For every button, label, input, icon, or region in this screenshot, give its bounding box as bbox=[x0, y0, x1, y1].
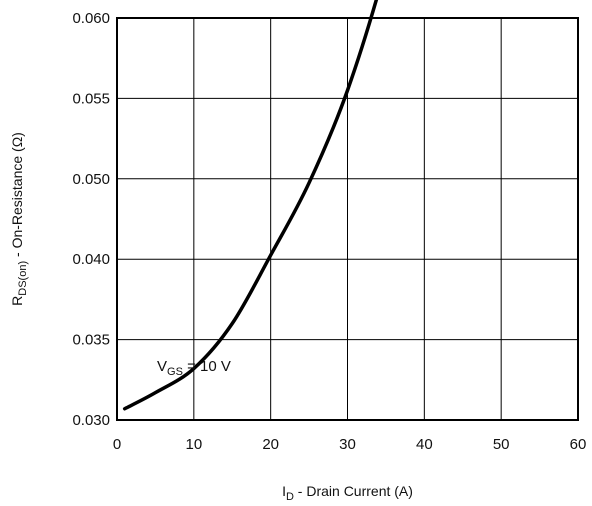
x-axis-ticks: 0 10 20 30 40 50 60 bbox=[113, 436, 587, 453]
y-label-rest: - On-Resistance (Ω) bbox=[9, 132, 25, 261]
y-label-main: R bbox=[9, 296, 25, 306]
x-label-main: I bbox=[282, 483, 286, 499]
y-axis-ticks: 0.030 0.035 0.040 0.050 0.055 0.060 bbox=[72, 10, 110, 429]
annotation-rest: = 10 V bbox=[183, 358, 231, 375]
y-tick-label: 0.055 bbox=[72, 90, 110, 107]
grid bbox=[117, 18, 578, 420]
x-label-rest: - Drain Current (A) bbox=[294, 483, 413, 499]
x-tick-label: 20 bbox=[262, 436, 279, 453]
annotation-subscript: GS bbox=[167, 366, 183, 378]
series-line bbox=[122, 0, 379, 411]
y-axis-label: RDS(on) - On-Resistance (Ω) bbox=[9, 132, 29, 306]
x-axis-label: ID - Drain Current (A) bbox=[282, 483, 413, 503]
y-label-subscript: DS(on) bbox=[17, 261, 29, 296]
plot-frame bbox=[116, 17, 579, 421]
vgs-annotation: VGS = 10 V bbox=[157, 358, 231, 378]
x-tick-label: 40 bbox=[416, 436, 433, 453]
x-tick-label: 0 bbox=[113, 436, 121, 453]
y-tick-label: 0.050 bbox=[72, 171, 110, 188]
x-label-subscript: D bbox=[286, 491, 294, 503]
annotation-main: V bbox=[157, 358, 167, 375]
y-tick-label: 0.035 bbox=[72, 332, 110, 349]
x-tick-label: 30 bbox=[339, 436, 356, 453]
y-tick-label: 0.030 bbox=[72, 412, 110, 429]
x-tick-label: 50 bbox=[493, 436, 510, 453]
y-tick-label: 0.040 bbox=[72, 251, 110, 268]
x-tick-label: 60 bbox=[570, 436, 587, 453]
y-tick-label: 0.060 bbox=[72, 10, 110, 27]
x-tick-label: 10 bbox=[185, 436, 202, 453]
